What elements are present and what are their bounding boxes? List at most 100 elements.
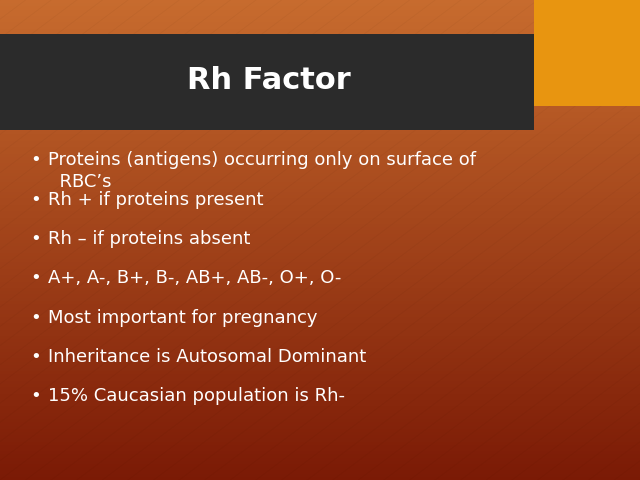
Bar [0, 438, 640, 442]
Bar [0, 61, 640, 64]
Bar [0, 195, 640, 198]
Bar [0, 160, 640, 163]
Bar [0, 352, 640, 355]
Bar [0, 246, 640, 250]
Bar [0, 451, 640, 455]
Text: Rh + if proteins present: Rh + if proteins present [48, 191, 264, 208]
Text: •: • [30, 230, 40, 248]
Bar [0, 387, 640, 390]
Bar [0, 361, 640, 365]
Bar [0, 470, 640, 474]
Bar [0, 234, 640, 237]
Bar [0, 138, 640, 141]
Bar [0, 371, 640, 374]
Bar [0, 448, 640, 451]
Bar [0, 58, 640, 61]
Bar [0, 457, 640, 461]
Bar [0, 374, 640, 378]
Bar [0, 230, 640, 234]
Bar [0, 397, 640, 400]
Bar [0, 326, 640, 330]
Bar [0, 461, 640, 464]
Bar [0, 77, 640, 80]
Bar [0, 131, 640, 134]
Bar [0, 217, 640, 221]
Text: A+, A-, B+, B-, AB+, AB-, O+, O-: A+, A-, B+, B-, AB+, AB-, O+, O- [48, 269, 341, 287]
Bar [0, 285, 640, 288]
Text: •: • [30, 269, 40, 287]
Bar [0, 192, 640, 195]
Text: Inheritance is Autosomal Dominant: Inheritance is Autosomal Dominant [48, 348, 366, 366]
Bar [0, 253, 640, 256]
Bar [0, 109, 640, 112]
Bar [0, 464, 640, 467]
Bar [0, 265, 640, 269]
Bar [0, 96, 640, 99]
Text: •: • [30, 387, 40, 405]
Bar [0, 25, 640, 29]
Bar [0, 0, 640, 3]
Text: Proteins (antigens) occurring only on surface of
  RBC’s: Proteins (antigens) occurring only on su… [48, 151, 476, 191]
Text: •: • [30, 348, 40, 366]
Bar [0, 278, 640, 282]
Bar [0, 422, 640, 426]
Bar [0, 32, 640, 35]
Bar [0, 42, 640, 45]
Bar [0, 227, 640, 230]
Bar [0, 240, 640, 243]
Bar [0, 282, 640, 285]
Bar [0, 294, 640, 298]
Bar [0, 429, 640, 432]
Bar [0, 320, 640, 323]
Bar [0, 330, 640, 333]
Text: Rh – if proteins absent: Rh – if proteins absent [48, 230, 250, 248]
Bar [0, 54, 640, 58]
Bar [0, 272, 640, 275]
Bar [0, 202, 640, 205]
Bar [0, 413, 640, 416]
Bar [534, 0, 640, 106]
Bar [0, 263, 640, 265]
Bar [0, 173, 640, 176]
Bar [0, 237, 640, 240]
Bar [0, 384, 640, 387]
Bar [0, 426, 640, 429]
Bar [0, 298, 640, 301]
Bar [0, 275, 640, 278]
Bar [0, 339, 640, 342]
Bar [0, 221, 640, 224]
Bar [0, 34, 534, 130]
Bar [0, 269, 640, 272]
Bar [0, 198, 640, 202]
Text: •: • [30, 191, 40, 208]
Bar [0, 394, 640, 397]
Bar [0, 317, 640, 320]
Bar [0, 333, 640, 336]
Bar [0, 71, 640, 73]
Bar [0, 119, 640, 121]
Bar [0, 38, 640, 42]
Bar [0, 467, 640, 470]
Bar [0, 215, 640, 217]
Bar [0, 409, 640, 413]
Bar [0, 29, 640, 32]
Bar [0, 176, 640, 179]
Bar [0, 6, 640, 10]
Bar [0, 150, 640, 154]
Bar [0, 64, 640, 67]
Text: •: • [30, 151, 40, 169]
Bar [0, 186, 640, 189]
Bar [0, 167, 640, 169]
Bar [0, 86, 640, 90]
Bar [0, 474, 640, 477]
Bar [0, 211, 640, 215]
Bar [0, 477, 640, 480]
Bar [0, 432, 640, 435]
Text: •: • [30, 309, 40, 326]
Bar [0, 445, 640, 448]
Bar [0, 205, 640, 208]
Bar [0, 154, 640, 157]
Bar [0, 141, 640, 144]
Bar [0, 19, 640, 23]
Bar [0, 182, 640, 186]
